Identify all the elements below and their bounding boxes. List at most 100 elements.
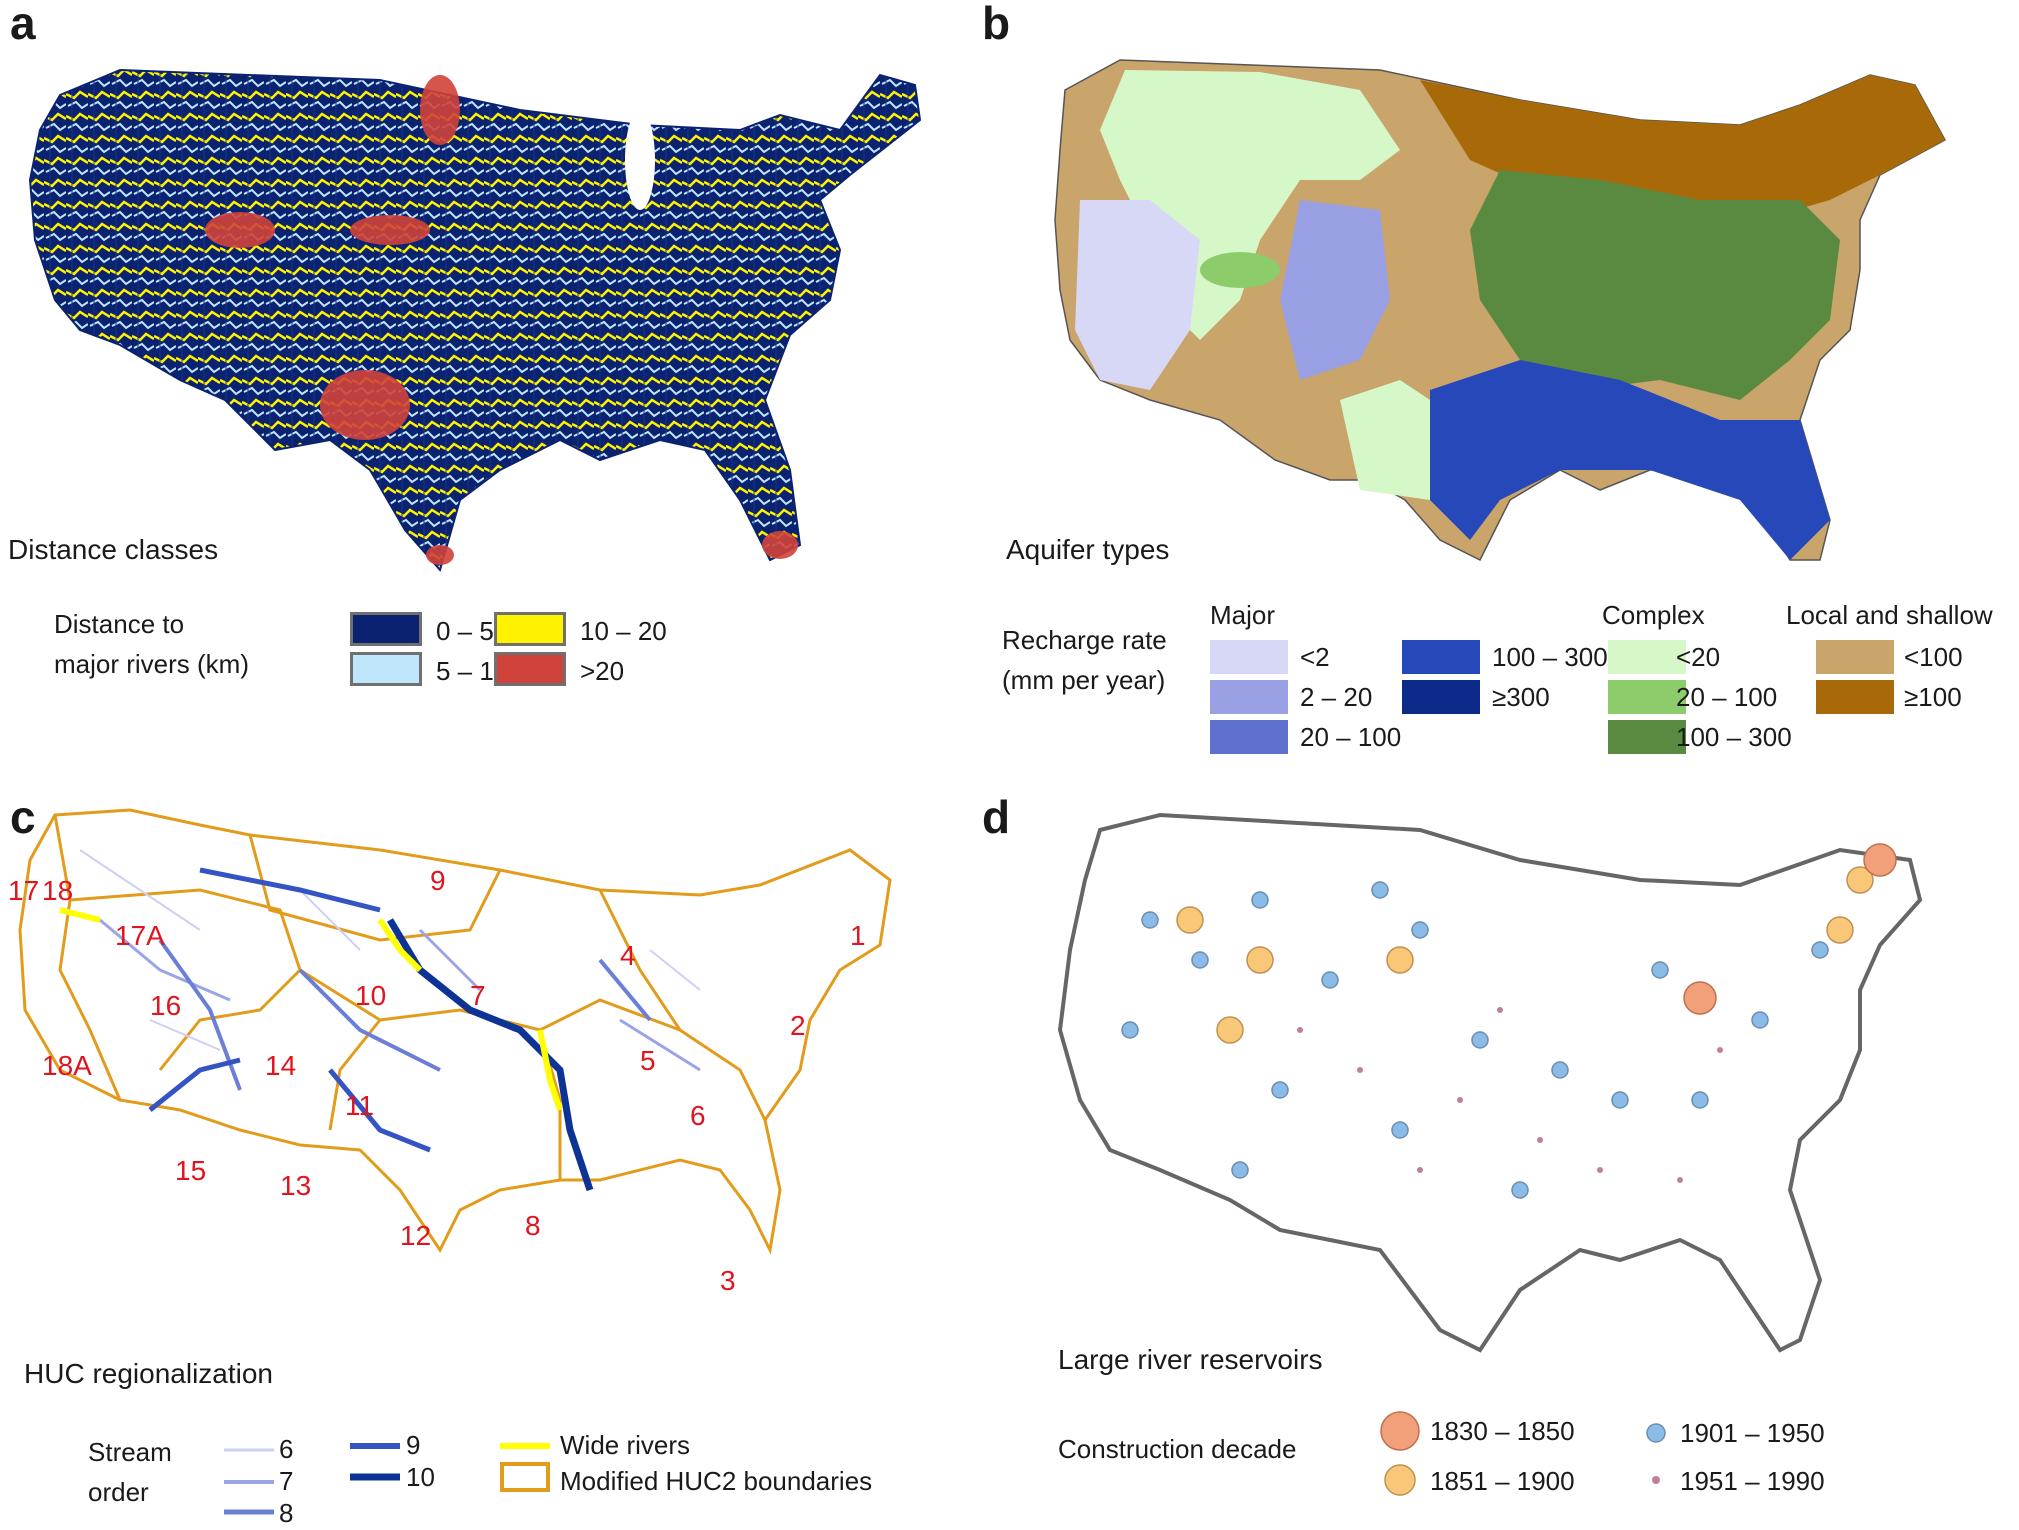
legend-label: >20 (580, 656, 625, 686)
legend-label: 1901 – 1950 (1680, 1418, 1825, 1448)
huc-region-label: 16 (150, 990, 181, 1021)
panel-c-title: HUC regionalization (24, 1358, 274, 1389)
great-lakes-gap (625, 110, 655, 210)
legend-title-line1: Stream (88, 1437, 172, 1467)
huc-region-label: 10 (355, 980, 386, 1011)
huc-region-label: 6 (690, 1100, 706, 1131)
panel-a: a Distance classes Distance to major riv… (0, 0, 1000, 770)
legend-title-line1: Distance to (54, 609, 185, 639)
reservoirs-1951-1990 (1297, 1007, 1723, 1183)
panel-letter: b (982, 0, 1011, 49)
stream-order-7 (99, 918, 701, 1072)
legend-label: <2 (1300, 642, 1330, 672)
reservoirs-1901-1950 (1121, 881, 1829, 1199)
aquifer-map (1054, 59, 1947, 562)
legend-title-line2: order (88, 1477, 149, 1507)
legend-swatch (350, 652, 422, 686)
huc-region-label: 18 (42, 875, 73, 906)
legend-label: 100 – 300 (1492, 642, 1608, 672)
huc-division (598, 889, 767, 1121)
panel-d: d Large river reservoirs Construction de… (982, 770, 2019, 1530)
legend-swatch (1816, 640, 1894, 674)
huc-region-label: 17 (8, 875, 39, 906)
panel-letter: a (10, 0, 36, 49)
panel-b-title: Aquifer types (1006, 534, 1170, 565)
huc-region-label: 7 (470, 980, 486, 1011)
legend-label: ≥100 (1904, 682, 1962, 712)
stream-order-6 (79, 849, 701, 1051)
legend-label: ≥300 (1492, 682, 1550, 712)
huc-region-label: 3 (720, 1265, 736, 1296)
legend-swatch (1608, 640, 1686, 674)
legend-swatch (1816, 680, 1894, 714)
legend-title: Recharge rate (mm per year) (1002, 620, 1167, 700)
legend-group-heading: Local and shallow (1786, 600, 1993, 630)
reservoirs-1830-1850 (1683, 843, 1897, 1015)
legend-label: 8 (279, 1498, 294, 1528)
legend-title-line2: major rivers (km) (54, 649, 249, 679)
legend-swatch (494, 612, 566, 646)
legend-swatch (494, 652, 566, 686)
huc-region-label: 13 (280, 1170, 311, 1201)
aquifer-blue-plains (1280, 200, 1390, 380)
huc-region-label: 5 (640, 1045, 656, 1076)
reservoirs-1851-1900 (1176, 866, 1874, 1044)
legend-label: 100 – 300 (1676, 722, 1792, 752)
legend-label: Modified HUC2 boundaries (560, 1466, 873, 1496)
legend-swatch (1402, 640, 1480, 674)
huc-region-label: 11 (345, 1090, 374, 1121)
huc-region-label: 9 (430, 865, 446, 896)
huc2-boundaries (18, 808, 892, 1255)
legend-label: 6 (279, 1434, 294, 1464)
aquifer-complex-green (1470, 170, 1840, 400)
legend-group-heading: Major (1210, 600, 1276, 630)
legend-label: <20 (1676, 642, 1721, 672)
legend-label: 9 (406, 1430, 421, 1460)
huc-region-label: 8 (525, 1210, 541, 1241)
legend-label: 0 – 5 (436, 616, 494, 646)
legend-label: 1951 – 1990 (1680, 1466, 1825, 1496)
legend-label: <100 (1904, 642, 1963, 672)
huc-region-label: 18A (42, 1050, 92, 1081)
decade-legend-symbols (1380, 1411, 1666, 1496)
legend-swatch (350, 612, 422, 646)
legend-label: 2 – 20 (1300, 682, 1373, 712)
panel-a-title: Distance classes (8, 534, 219, 565)
aquifer-green-patch (1200, 252, 1280, 288)
legend-swatch (1608, 720, 1686, 754)
legend-label: 20 – 100 (1676, 682, 1778, 712)
huc-region-label: 17A (115, 920, 165, 951)
reservoir-map (1057, 812, 1923, 1353)
legend-swatch (1402, 680, 1480, 714)
us-land (28, 68, 922, 573)
legend-swatch (1210, 720, 1288, 754)
legend-title-line1: Recharge rate (1002, 625, 1167, 655)
huc-region-label: 15 (175, 1155, 206, 1186)
stream-order-9 (148, 867, 431, 1153)
huc-region-label: 1 (850, 920, 866, 951)
aquifer-gulf-coastal (1430, 360, 1830, 560)
stream-network (59, 849, 701, 1192)
wide-rivers (59, 907, 563, 1111)
panel-letter: d (982, 791, 1011, 843)
distance-map (28, 68, 922, 573)
huc-region-label: 4 (620, 940, 636, 971)
huc-region-label: 12 (400, 1220, 431, 1251)
legend-title: Stream order (88, 1432, 172, 1512)
stream-legend-lines (224, 1443, 550, 1515)
far-from-river-zones (205, 75, 798, 565)
legend-label: 10 (406, 1462, 435, 1492)
legend-swatch (1210, 680, 1288, 714)
panel-d-title: Large river reservoirs (1058, 1344, 1323, 1375)
huc-region-label: 2 (790, 1010, 806, 1041)
legend-label: 1851 – 1900 (1430, 1466, 1575, 1496)
legend-group-heading: Complex (1602, 600, 1705, 630)
legend-label: 1830 – 1850 (1430, 1416, 1575, 1446)
panel-b: b Aquifer types Recharge rate (mm per ye… (982, 0, 2019, 770)
legend-swatch (1608, 680, 1686, 714)
legend-title-line2: (mm per year) (1002, 665, 1166, 695)
legend-title: Construction decade (1058, 1434, 1297, 1464)
panel-c: c 1 2 3 4 5 6 7 8 9 10 11 12 13 14 15 16 17A 17 18 18A HUC … (0, 770, 1000, 1530)
legend-title: Distance to major rivers (km) (54, 604, 249, 684)
